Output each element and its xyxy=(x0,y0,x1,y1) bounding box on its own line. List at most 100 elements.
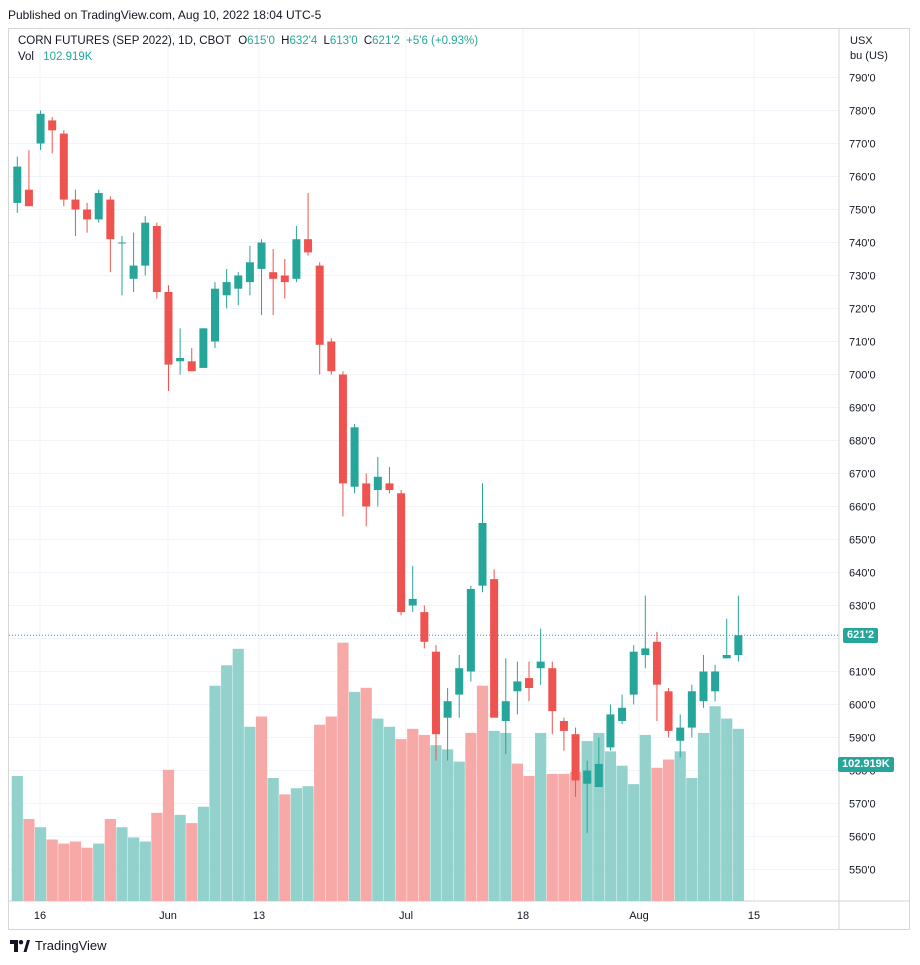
candle-body xyxy=(525,678,534,688)
volume-bar xyxy=(174,814,186,901)
volume-bar xyxy=(209,685,221,901)
price-tick-label: 790'0 xyxy=(849,73,876,85)
candle-body xyxy=(327,341,336,372)
candle-body xyxy=(338,374,347,484)
footer-brand[interactable]: TradingView xyxy=(10,938,107,953)
candle-body xyxy=(513,681,522,692)
volume-bar xyxy=(314,724,326,901)
last-volume-badge: 102.919K xyxy=(838,757,894,772)
price-tick-label: 570'0 xyxy=(849,799,876,811)
candle-body xyxy=(176,358,185,362)
time-tick-label: Jul xyxy=(399,910,413,922)
candle-body xyxy=(606,714,615,748)
price-tick-label: 770'0 xyxy=(849,139,876,151)
candle-body xyxy=(699,671,708,702)
candle-body xyxy=(385,483,394,490)
candle-body xyxy=(222,282,231,296)
candle-body xyxy=(350,427,359,487)
volume-bar xyxy=(186,823,198,901)
candle-body xyxy=(594,763,603,787)
candle-body xyxy=(211,288,220,342)
candle-body xyxy=(315,265,324,345)
price-tick-label: 720'0 xyxy=(849,304,876,316)
low-label: L xyxy=(323,35,330,47)
volume-bar xyxy=(593,732,605,901)
volume-bar xyxy=(651,767,663,901)
volume-bar xyxy=(139,841,151,901)
symbol-label: CORN FUTURES (SEP 2022), 1D, CBOT xyxy=(18,35,232,47)
candle-body xyxy=(152,226,161,292)
candle-body xyxy=(141,222,150,266)
volume-bar xyxy=(721,718,733,901)
price-tick-label: 690'0 xyxy=(849,403,876,415)
candle-body xyxy=(245,262,254,283)
published-label: Published on TradingView.com, Aug 10, 20… xyxy=(8,8,322,22)
volume-bar xyxy=(279,794,291,901)
volume-bar xyxy=(69,841,82,901)
candle-body xyxy=(641,648,650,655)
price-tick-label: 600'0 xyxy=(849,700,876,712)
candle-body xyxy=(443,701,452,718)
volume-bar xyxy=(11,775,23,901)
volume-bar xyxy=(337,642,349,901)
low-value: 613'0 xyxy=(329,35,358,47)
volume-bar xyxy=(34,827,47,901)
candle-body xyxy=(420,612,429,642)
price-tick-label: 610'0 xyxy=(849,667,876,679)
candle-body xyxy=(71,199,80,210)
candle-body xyxy=(583,770,592,784)
volume-bar xyxy=(418,734,430,901)
volume-bar xyxy=(128,837,140,901)
tradingview-logo-icon xyxy=(10,939,30,952)
volume-bar xyxy=(407,728,419,901)
volume-bar xyxy=(221,665,233,901)
price-tick-label: 750'0 xyxy=(849,205,876,217)
price-tick-label: 760'0 xyxy=(849,172,876,184)
volume-bar xyxy=(697,732,710,901)
volume-bar xyxy=(383,726,396,901)
time-tick-label: 16 xyxy=(34,910,46,922)
volume-bar xyxy=(709,706,721,901)
volume-bar xyxy=(255,716,268,901)
time-tick-label: 18 xyxy=(517,910,529,922)
price-tick-label: 630'0 xyxy=(849,601,876,613)
candle-body xyxy=(129,265,138,279)
volume-bar xyxy=(116,827,128,901)
candle-body xyxy=(431,651,440,735)
volume-bar xyxy=(81,847,93,901)
candle-body xyxy=(536,661,545,669)
volume-bar xyxy=(442,749,454,901)
high-label: H xyxy=(281,35,290,47)
volume-bar xyxy=(23,819,35,901)
price-tick-label: 710'0 xyxy=(849,337,876,349)
volume-bar xyxy=(232,648,244,901)
volume-bar xyxy=(732,728,744,901)
volume-bar xyxy=(151,812,163,901)
volume-bar xyxy=(628,784,640,901)
chart-frame[interactable] xyxy=(8,28,910,930)
open-value: 615'0 xyxy=(247,35,275,47)
time-tick-label: 13 xyxy=(253,910,265,922)
candle-body xyxy=(734,635,743,655)
close-label: C xyxy=(363,35,373,47)
price-tick-label: 740'0 xyxy=(849,238,876,250)
price-tick-label: 780'0 xyxy=(849,106,876,118)
price-tick-label: 640'0 xyxy=(849,568,876,580)
volume-bar xyxy=(476,685,489,901)
price-tick-label: 650'0 xyxy=(849,535,876,547)
currency-label[interactable]: USX bu (US) xyxy=(850,34,888,64)
volume-bar xyxy=(569,771,582,901)
volume-bar xyxy=(546,773,558,901)
volume-legend: Vol 102.919K xyxy=(18,51,92,63)
candle-body xyxy=(455,668,464,695)
candle-body xyxy=(234,275,243,289)
candle-body xyxy=(478,523,487,586)
unit-line: bu (US) xyxy=(850,50,888,62)
candle-body xyxy=(48,120,57,131)
candle-body xyxy=(292,239,301,279)
price-tick-label: 660'0 xyxy=(849,502,876,514)
time-tick-label: Aug xyxy=(629,910,649,922)
candle-body xyxy=(36,113,45,144)
volume-bar xyxy=(500,732,512,901)
